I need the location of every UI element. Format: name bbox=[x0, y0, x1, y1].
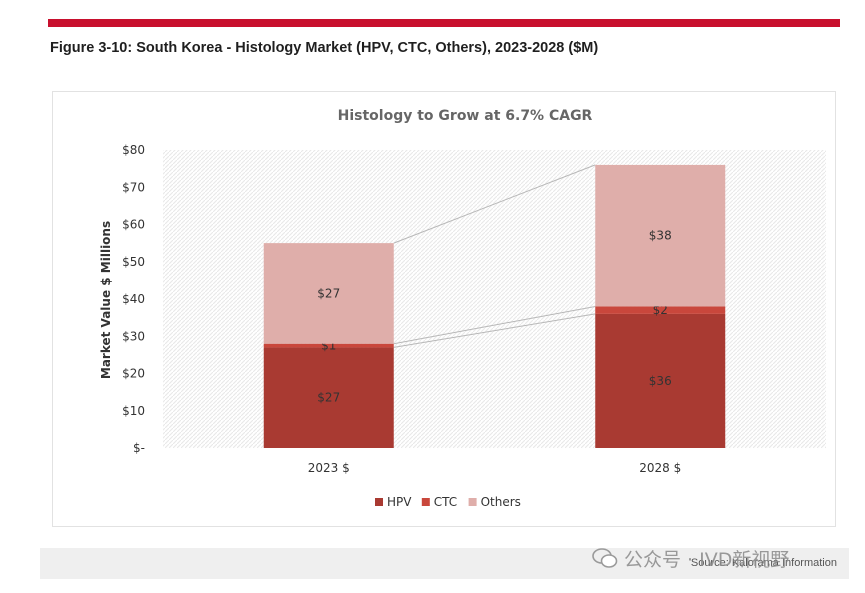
x-tick-label: 2023 $ bbox=[308, 461, 350, 475]
legend-swatch bbox=[421, 498, 430, 506]
data-label: $38 bbox=[649, 229, 672, 243]
data-label: $2 bbox=[653, 303, 668, 317]
chart-frame: Histology to Grow at 6.7% CAGR Market Va… bbox=[52, 91, 836, 527]
y-axis: $- $10 $20 $30 $40 $50 $60 $70 $80 bbox=[122, 143, 145, 455]
legend: HPV CTC Others bbox=[375, 495, 521, 509]
stacked-bar-chart: Histology to Grow at 6.7% CAGR Market Va… bbox=[99, 108, 826, 509]
legend-item: Others bbox=[481, 495, 521, 509]
data-label: $27 bbox=[317, 391, 340, 405]
bar-segment-hpv bbox=[595, 313, 726, 448]
legend-item: HPV bbox=[387, 495, 412, 509]
y-tick-label: $60 bbox=[122, 218, 145, 232]
chart-title: Histology to Grow at 6.7% CAGR bbox=[338, 108, 593, 124]
y-tick-label: $20 bbox=[122, 367, 145, 381]
source-note: Source: Kalorama Information bbox=[690, 557, 837, 569]
legend-swatch bbox=[375, 498, 383, 506]
y-tick-label: $40 bbox=[122, 292, 145, 306]
chat-bubble-icon bbox=[592, 548, 618, 568]
y-tick-label: $30 bbox=[122, 329, 145, 343]
series-line bbox=[393, 313, 596, 348]
bar-segment-ctc bbox=[263, 343, 394, 348]
plot-area bbox=[163, 150, 826, 448]
bar-segment-hpv bbox=[263, 347, 394, 448]
series-line bbox=[393, 164, 596, 244]
bar-segment-others bbox=[263, 243, 394, 344]
y-tick-label: $10 bbox=[122, 404, 145, 418]
data-label: $36 bbox=[649, 374, 672, 388]
figure-title: Figure 3-10: South Korea - Histology Mar… bbox=[50, 40, 599, 56]
y-tick-label: $- bbox=[133, 441, 145, 455]
legend-item: CTC bbox=[434, 495, 457, 509]
y-axis-label: Market Value $ Millions bbox=[99, 221, 113, 379]
series-connector-lines bbox=[393, 164, 596, 348]
x-tick-label: 2028 $ bbox=[639, 461, 681, 475]
bars: $27$1$27$36$2$38 bbox=[263, 164, 726, 448]
watermark: 公众号 · IVD新视野 bbox=[624, 549, 790, 571]
footer-band bbox=[40, 548, 849, 579]
y-tick-label: $80 bbox=[122, 143, 145, 157]
series-line bbox=[393, 305, 596, 345]
bar-segment-ctc bbox=[595, 306, 726, 314]
bar-segment-others bbox=[595, 164, 726, 307]
data-label: $27 bbox=[317, 286, 340, 300]
x-axis: 2023 $ 2028 $ bbox=[308, 461, 682, 475]
y-tick-label: $50 bbox=[122, 255, 145, 269]
top-red-rule bbox=[48, 19, 840, 27]
y-tick-label: $70 bbox=[122, 180, 145, 194]
legend-swatch bbox=[468, 498, 477, 506]
